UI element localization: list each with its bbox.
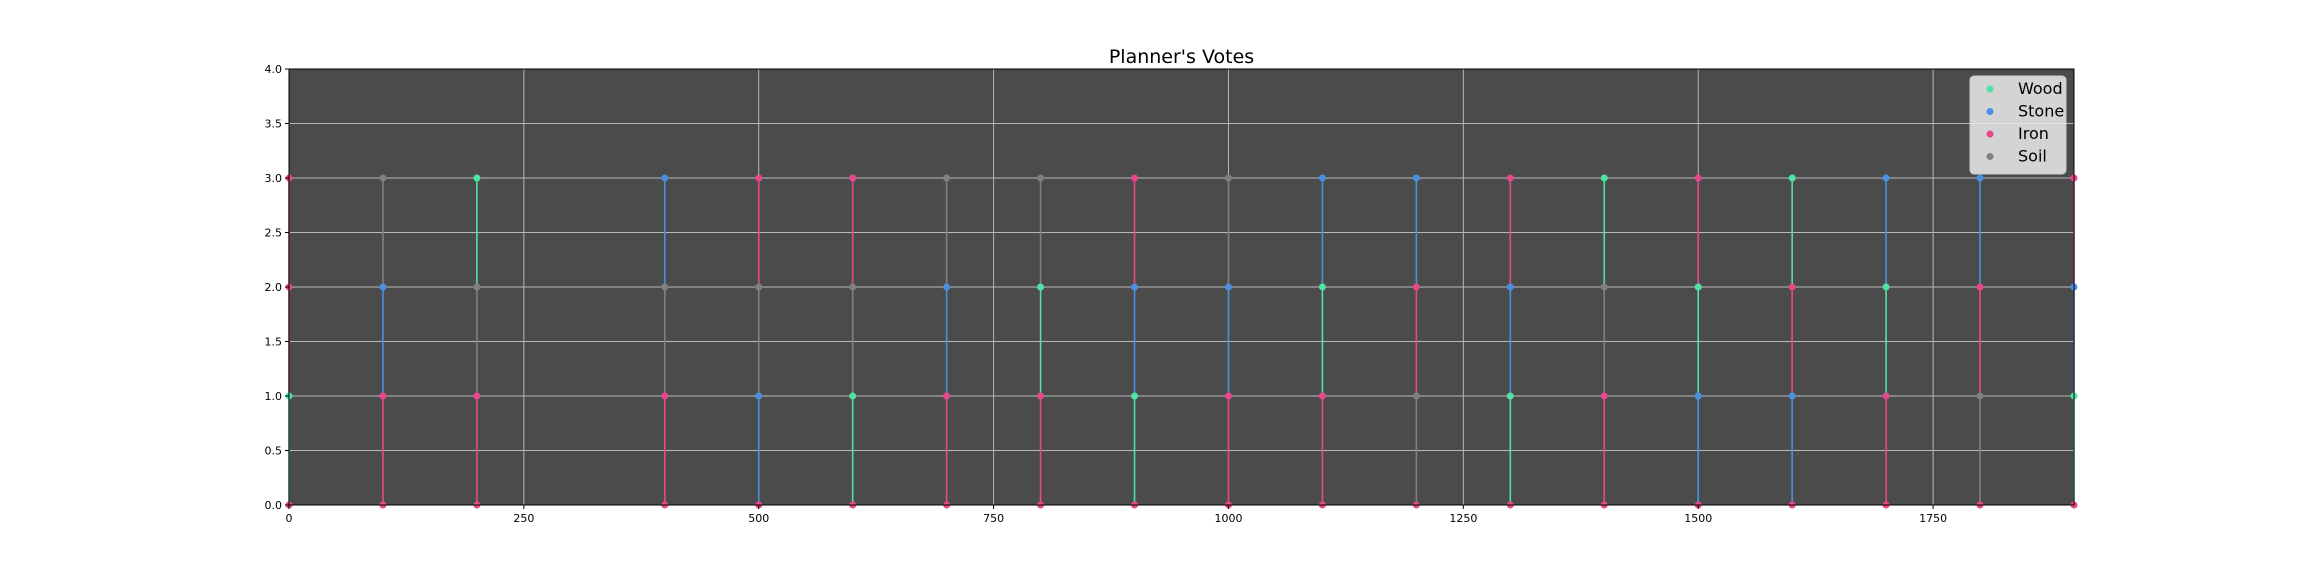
y-tick-label: 3.5: [265, 118, 283, 131]
chart-title: Planner's Votes: [1109, 46, 1254, 68]
vote-point: [1976, 283, 1984, 291]
y-tick-label: 2.5: [265, 227, 283, 240]
vote-point: [1976, 174, 1984, 182]
vote-point: [473, 174, 481, 182]
vote-point: [849, 283, 857, 291]
legend-label: Wood: [2018, 79, 2063, 98]
vote-point: [473, 392, 481, 400]
vote-point: [379, 174, 387, 182]
vote-point: [661, 392, 669, 400]
vote-point: [1600, 283, 1608, 291]
vote-point: [1224, 392, 1232, 400]
vote-point: [1600, 392, 1608, 400]
vote-point: [1224, 174, 1232, 182]
y-tick-label: 2.0: [265, 281, 283, 294]
legend-marker: [1986, 153, 1994, 160]
vote-point: [1037, 174, 1045, 182]
y-tick-label: 4.0: [265, 63, 283, 76]
vote-point: [1882, 174, 1890, 182]
legend-label: Soil: [2018, 147, 2047, 166]
vote-point: [1037, 283, 1045, 291]
vote-point: [1131, 392, 1139, 400]
vote-point: [1131, 283, 1139, 291]
vote-point: [755, 392, 763, 400]
legend-marker: [1986, 85, 1994, 93]
vote-point: [1412, 392, 1420, 400]
vote-point: [1224, 283, 1232, 291]
x-tick-label: 1500: [1684, 512, 1712, 525]
vote-point: [1694, 392, 1702, 400]
vote-point: [661, 283, 669, 291]
vote-point: [943, 283, 951, 291]
legend-box: [1969, 75, 2067, 175]
vote-point: [943, 392, 951, 400]
legend-marker: [1986, 130, 1994, 138]
vote-point: [1506, 283, 1514, 291]
vote-point: [1694, 283, 1702, 291]
legend-marker: [1986, 108, 1994, 115]
vote-point: [1412, 283, 1420, 291]
vote-point: [1788, 392, 1796, 400]
x-axis-ticks: 0 250 500 750 1000 1250 1500 1750: [286, 505, 1947, 525]
legend-label: Stone: [2018, 102, 2064, 121]
vote-point: [379, 392, 387, 400]
vote-point: [473, 283, 481, 291]
vote-point: [1882, 392, 1890, 400]
x-tick-label: 1250: [1449, 512, 1477, 525]
vote-point: [1412, 174, 1420, 182]
x-tick-label: 1750: [1919, 512, 1947, 525]
y-tick-label: 3.0: [265, 172, 283, 185]
vote-point: [1694, 174, 1702, 182]
x-tick-label: 0: [286, 512, 293, 525]
vote-point: [1506, 174, 1514, 182]
vote-point: [849, 174, 857, 182]
y-tick-label: 1.5: [265, 336, 283, 349]
vote-point: [661, 174, 669, 182]
vote-point: [1037, 392, 1045, 400]
vote-point: [1882, 283, 1890, 291]
vote-point: [1131, 174, 1139, 182]
x-tick-label: 250: [513, 512, 534, 525]
vote-point: [1788, 283, 1796, 291]
vote-point: [1976, 392, 1984, 400]
legend-label: Iron: [2018, 124, 2049, 143]
vote-point: [1788, 174, 1796, 182]
vote-point: [755, 174, 763, 182]
vote-point: [379, 283, 387, 291]
vote-point: [1600, 174, 1608, 182]
x-tick-label: 500: [748, 512, 769, 525]
x-tick-label: 750: [983, 512, 1004, 525]
vote-points: [285, 174, 2078, 509]
vote-point: [849, 392, 857, 400]
y-tick-label: 0.5: [265, 445, 283, 458]
vote-point: [1318, 392, 1326, 400]
vote-point: [1318, 174, 1326, 182]
x-tick-label: 1000: [1214, 512, 1242, 525]
vote-point: [943, 174, 951, 182]
vote-point: [1506, 392, 1514, 400]
vote-point: [755, 283, 763, 291]
vote-point: [1318, 283, 1326, 291]
legend: Wood Stone Iron Soil: [1969, 75, 2067, 175]
y-tick-label: 0.0: [265, 499, 283, 512]
y-axis-ticks: 0.0 0.5 1.0 1.5 2.0 2.5 3.0 3.5 4.0: [265, 63, 289, 512]
y-tick-label: 1.0: [265, 390, 283, 403]
